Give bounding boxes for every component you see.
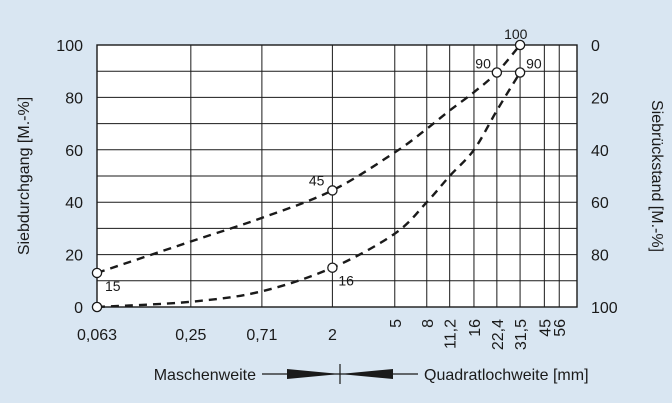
x-tick-label: 0,063 [77, 327, 117, 344]
y-tick-label-left: 100 [56, 38, 83, 55]
y-tick-labels-right: 100 80 60 40 20 0 [591, 38, 618, 317]
x-tick-label: 56 [552, 319, 569, 337]
footer-arrow-right [287, 369, 340, 379]
y-tick-label-right: 20 [591, 90, 609, 107]
y-tick-label-left: 60 [65, 143, 83, 160]
x-tick-label: 5 [388, 319, 405, 328]
y-gridlines [97, 70, 577, 282]
footer-arrow-left [340, 369, 393, 379]
y-tick-label-left: 40 [65, 195, 83, 212]
y-axis-title-right: Siebrückstand [M.-%] [648, 100, 665, 252]
footer-label-mesh: Maschenweite [154, 367, 256, 384]
curve-point-label: 15 [105, 278, 121, 294]
y-tick-label-right: 100 [591, 300, 618, 317]
x-tick-label: 8 [420, 319, 437, 328]
x-tick-label: 22,4 [490, 319, 507, 350]
curve-markers [91, 39, 526, 313]
x-tick-label: 2 [328, 327, 337, 344]
curve-point-label: 16 [338, 273, 354, 289]
x-tick-label: 11,2 [443, 319, 460, 349]
curve-point-label: 45 [309, 172, 325, 188]
curve-marker [327, 185, 338, 196]
y-axis-title-left: Siebdurchgang [M.-%] [16, 97, 33, 255]
curve-marker [91, 267, 103, 279]
curve-point-label: 100 [504, 26, 528, 42]
curve-marker [491, 67, 503, 78]
plot-frame [96, 44, 578, 308]
curve-marker [514, 39, 526, 51]
x-tick-label: 16 [467, 319, 484, 337]
y-tick-label-right: 80 [591, 248, 609, 265]
x-tick-label: 0,25 [175, 327, 206, 344]
y-tick-label-left: 0 [74, 300, 83, 317]
x-tick-label: 0,71 [246, 327, 277, 344]
y-tick-label-left: 20 [65, 248, 83, 265]
y-tick-labels-left: 0 20 40 60 80 100 [56, 38, 83, 317]
y-tick-label-left: 80 [65, 90, 83, 107]
curve-point-label: 90 [475, 56, 491, 72]
curve-marker [327, 262, 338, 273]
curve-marker [91, 301, 103, 313]
x-tick-label: 45 [537, 319, 554, 337]
curve-point-labels: 15 45 90 100 16 90 [105, 26, 542, 294]
y-tick-label-right: 40 [591, 143, 609, 160]
curve-point-label: 90 [526, 56, 542, 72]
curve-marker [514, 67, 526, 78]
footer-label-square-hole: Quadratlochweite [mm] [424, 367, 589, 384]
footer-direction-arrows [262, 364, 418, 384]
y-tick-label-right: 0 [591, 38, 600, 55]
grading-curve-2 [96, 71, 522, 309]
grading-curves [96, 44, 522, 309]
y-tick-label-right: 60 [591, 195, 609, 212]
x-tick-label: 31,5 [513, 319, 530, 350]
